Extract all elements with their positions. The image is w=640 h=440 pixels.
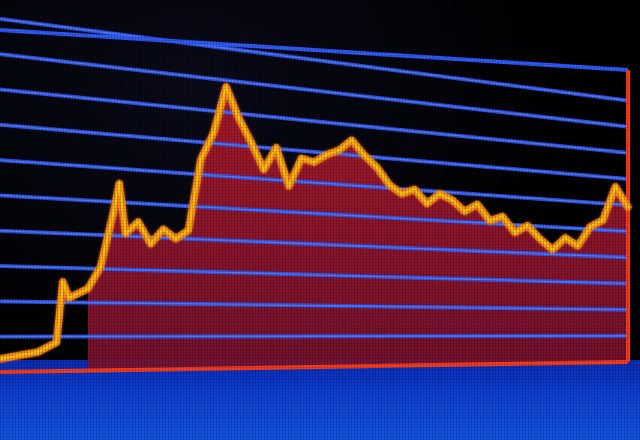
data-point: [350, 138, 354, 142]
gridline-highlight: [0, 124, 629, 180]
gridline-highlight: [0, 53, 629, 128]
data-point: [17, 353, 21, 358]
data-point: [211, 131, 216, 135]
data-point: [563, 236, 567, 240]
data-point: [124, 232, 128, 236]
data-point: [73, 293, 77, 297]
frame-top-border: [0, 28, 629, 72]
data-point: [613, 185, 618, 189]
data-point: [626, 205, 630, 209]
data-point: [0, 357, 2, 361]
data-point: [161, 227, 165, 231]
data-point: [224, 85, 228, 89]
data-point: [174, 237, 178, 241]
data-points: [0, 85, 630, 361]
data-point: [500, 214, 504, 218]
data-point: [513, 231, 517, 235]
data-point: [111, 212, 115, 216]
gridline-highlight: [0, 88, 629, 154]
data-point: [463, 209, 467, 213]
data-point: [61, 280, 65, 284]
data-point: [337, 148, 341, 152]
price-line-highlight: [0, 85, 630, 361]
data-point: [274, 145, 278, 150]
data-point: [601, 218, 605, 222]
chart-frame: [0, 28, 630, 374]
data-point: [262, 168, 266, 172]
price-line-layer: [0, 83, 632, 363]
data-point: [117, 182, 121, 186]
data-point: [387, 183, 391, 187]
screen-bottom-glow: [0, 360, 640, 440]
data-point: [362, 153, 366, 157]
data-point: [287, 184, 291, 188]
data-point: [249, 140, 253, 144]
gridline-highlight: [0, 335, 629, 338]
data-point: [525, 224, 530, 228]
data-point: [576, 244, 580, 248]
data-point: [86, 287, 90, 291]
data-point: [136, 220, 140, 224]
gridline-highlight: [0, 265, 629, 285]
data-point: [98, 265, 103, 269]
data-point: [551, 248, 555, 252]
data-point: [588, 225, 592, 229]
data-point: [325, 153, 329, 157]
data-point: [375, 165, 379, 169]
gridline-highlight: [0, 18, 629, 102]
data-point: [438, 192, 442, 196]
area-fill-layer: [87, 86, 628, 371]
data-point: [312, 160, 316, 164]
data-point: [412, 187, 417, 191]
gridline-highlight: [0, 300, 629, 311]
data-point: [450, 198, 454, 202]
data-point: [475, 202, 479, 206]
frame-bottom-border: [0, 360, 629, 374]
data-point: [400, 192, 404, 196]
data-point: [425, 202, 429, 206]
data-point: [299, 156, 303, 160]
area-fill: [87, 86, 628, 371]
data-point: [538, 237, 542, 241]
data-point: [237, 116, 241, 120]
data-point: [186, 228, 190, 232]
data-point: [36, 350, 40, 354]
data-point: [199, 157, 203, 161]
gridline-highlight: [0, 159, 629, 206]
data-point: [149, 242, 153, 246]
data-point: [488, 219, 492, 223]
data-point: [67, 296, 71, 300]
data-point: [54, 340, 59, 344]
